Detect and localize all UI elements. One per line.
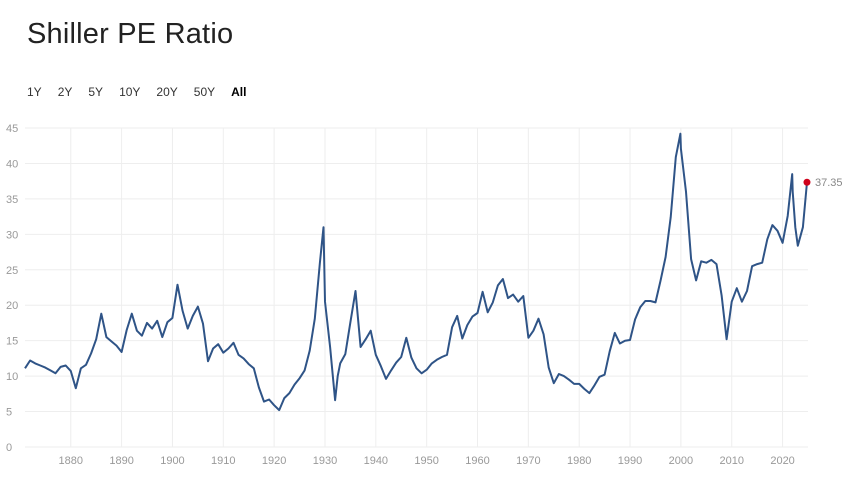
y-tick-label: 40 <box>6 158 18 170</box>
page-title: Shiller PE Ratio <box>27 18 234 50</box>
y-tick-label: 0 <box>6 442 12 454</box>
range-10y-button[interactable]: 10Y <box>119 85 141 99</box>
range-20y-button[interactable]: 20Y <box>156 85 178 99</box>
last-value-label: 37.35 <box>815 177 843 189</box>
y-tick-label: 15 <box>6 336 18 348</box>
x-tick-label: 1900 <box>160 455 184 467</box>
x-tick-label: 1980 <box>567 455 591 467</box>
x-tick-label: 1960 <box>465 455 489 467</box>
y-tick-label: 10 <box>6 371 18 383</box>
y-tick-label: 5 <box>6 407 12 419</box>
x-tick-label: 1890 <box>109 455 133 467</box>
x-tick-label: 2000 <box>669 455 693 467</box>
x-tick-label: 1990 <box>618 455 642 467</box>
x-axis-labels: 1880 1890 1900 1910 1920 1930 1940 1950 1960 1970… <box>59 455 795 467</box>
y-tick-label: 35 <box>6 194 18 206</box>
range-all-button[interactable]: All <box>231 85 247 99</box>
x-tick-label: 1920 <box>262 455 286 467</box>
last-point-marker[interactable] <box>803 178 811 186</box>
y-tick-label: 25 <box>6 265 18 277</box>
x-tick-label: 1910 <box>211 455 235 467</box>
x-tick-label: 1950 <box>414 455 438 467</box>
range-2y-button[interactable]: 2Y <box>57 85 73 99</box>
x-grid <box>70 128 784 447</box>
y-tick-label: 45 <box>6 123 18 135</box>
range-50y-button[interactable]: 50Y <box>193 85 216 99</box>
series-line <box>24 132 808 412</box>
range-selector: 1Y 2Y 5Y 10Y 20Y 50Y All <box>27 85 262 99</box>
y-tick-label: 30 <box>6 229 18 241</box>
x-tick-label: 1970 <box>516 455 540 467</box>
x-tick-label: 2020 <box>770 455 794 467</box>
x-tick-label: 1930 <box>313 455 337 467</box>
y-tick-label: 20 <box>6 300 18 312</box>
y-axis-labels: 0 5 10 15 20 25 30 35 40 45 <box>6 123 18 454</box>
range-1y-button[interactable]: 1Y <box>27 85 42 99</box>
y-grid <box>25 127 808 448</box>
x-tick-label: 1940 <box>364 455 388 467</box>
range-5y-button[interactable]: 5Y <box>88 85 104 99</box>
x-tick-label: 2010 <box>719 455 743 467</box>
x-tick-label: 1880 <box>59 455 83 467</box>
